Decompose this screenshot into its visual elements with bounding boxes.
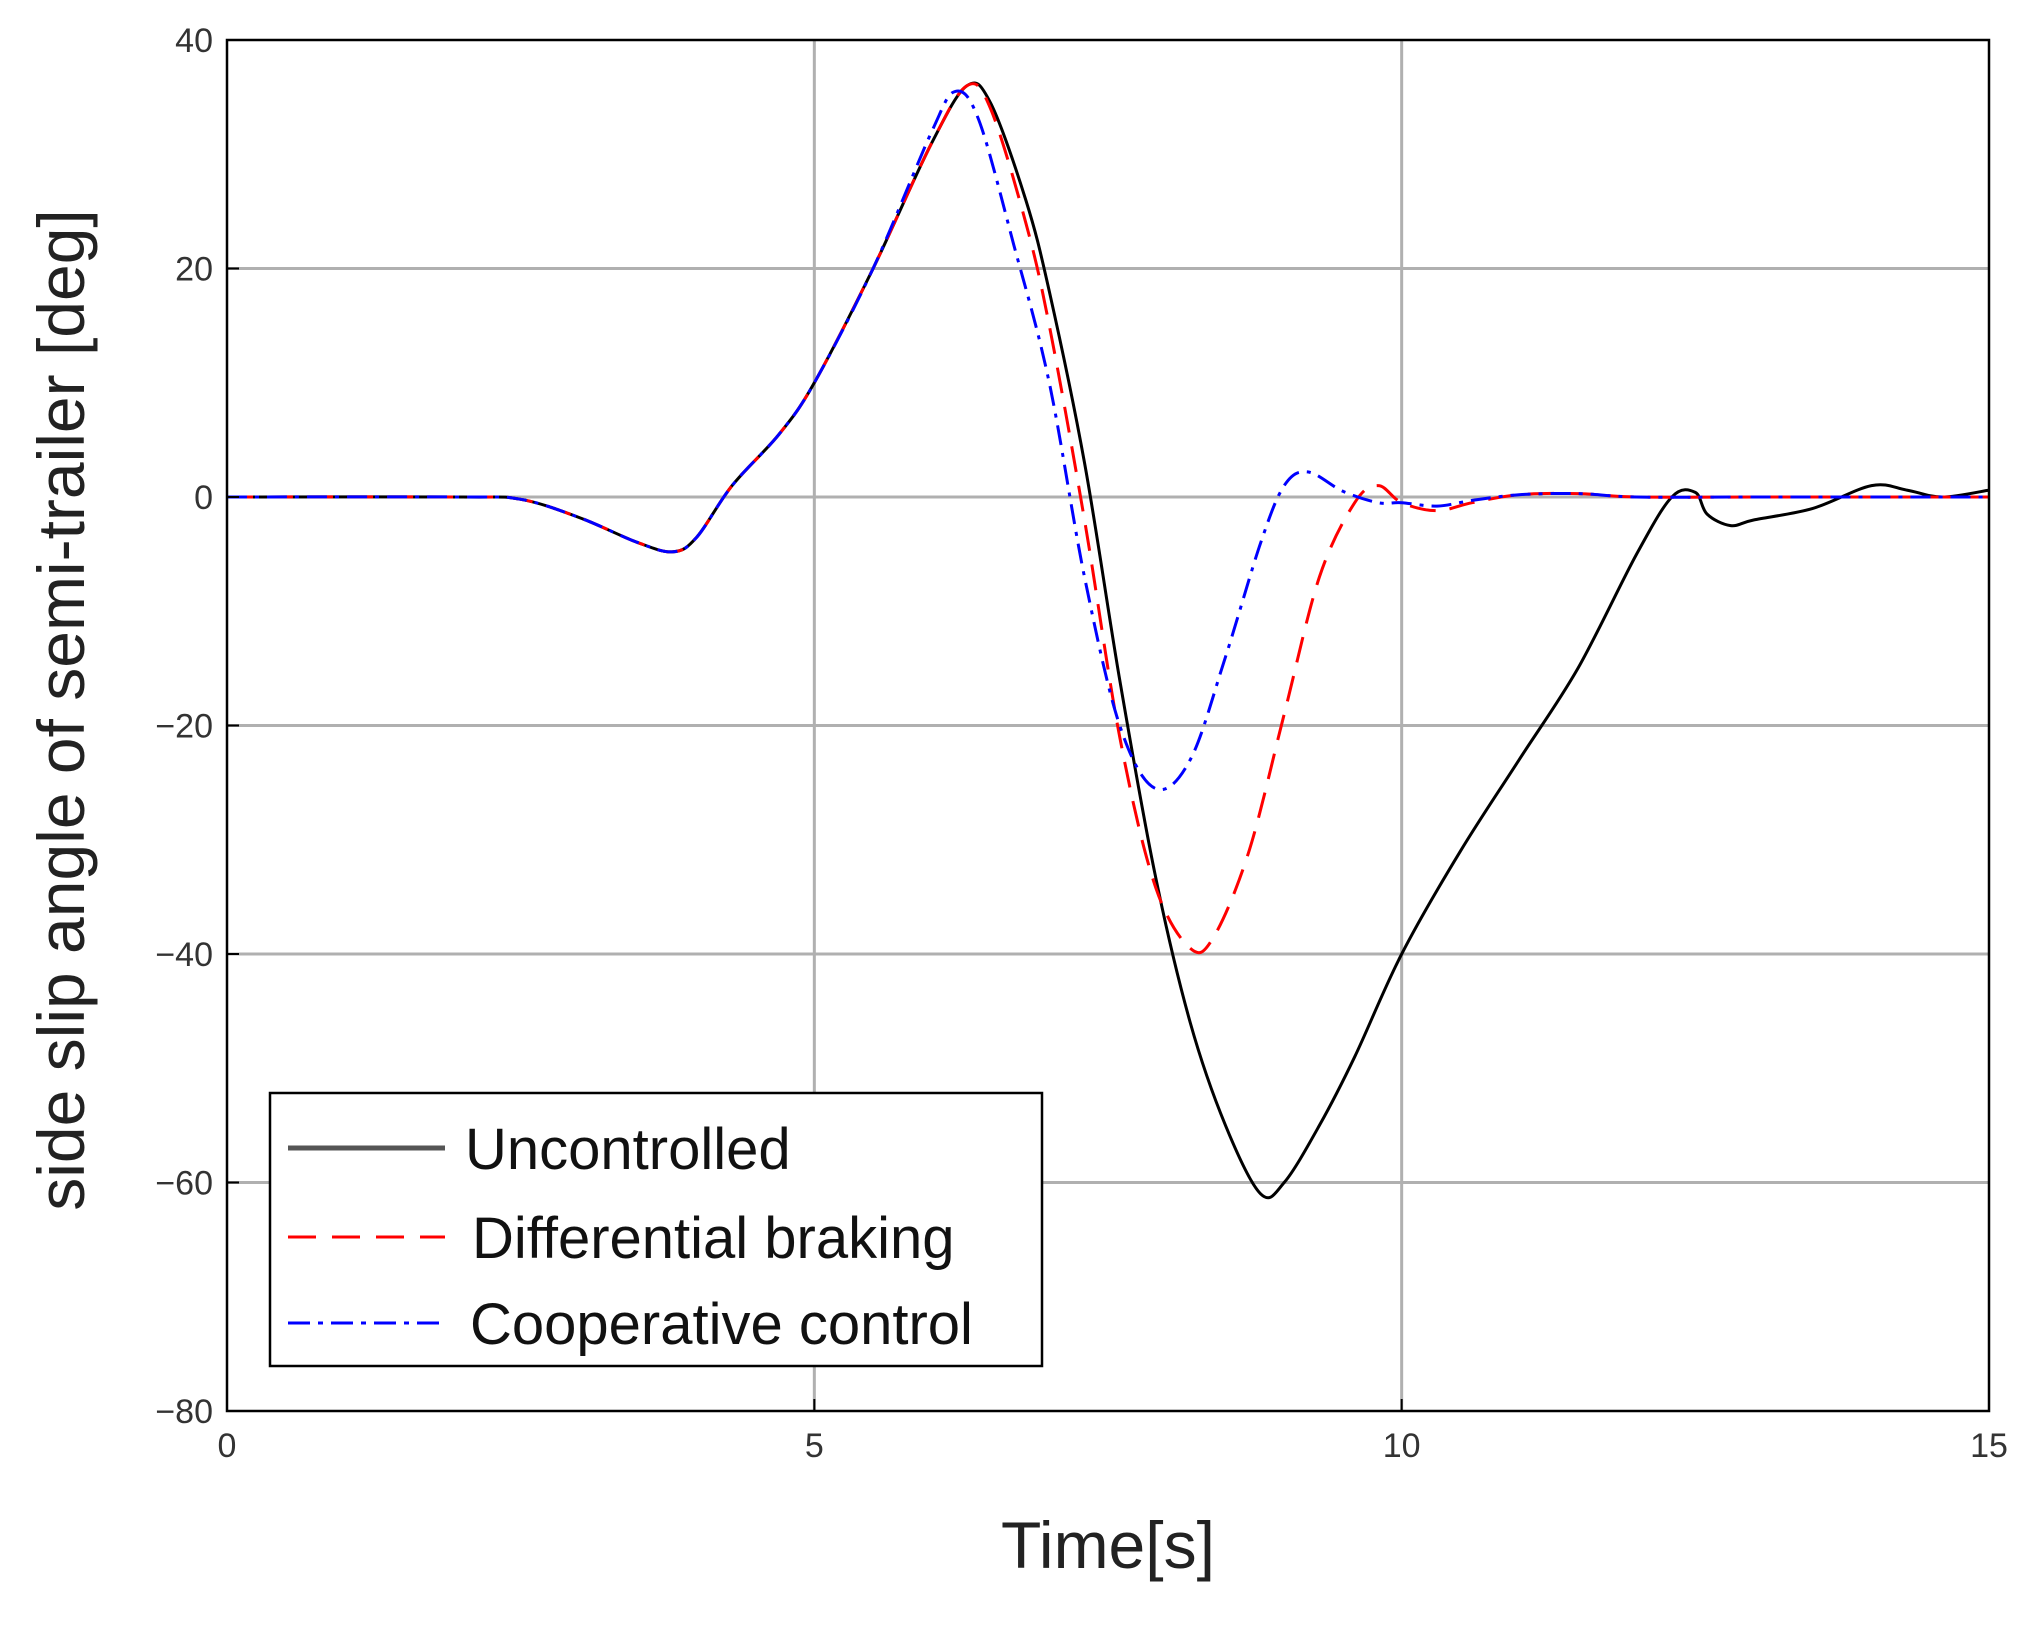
x-axis-title: Time[s]: [1001, 1508, 1215, 1582]
x-tick-label: 15: [1970, 1427, 2008, 1465]
x-tick-label: 0: [218, 1427, 237, 1465]
series-layer: [226, 81, 1990, 1200]
y-tick-label: −20: [155, 708, 213, 746]
x-tick-label: 10: [1383, 1427, 1421, 1465]
legend: Uncontrolled Differential braking Cooper…: [268, 1091, 1044, 1368]
y-tick-label: −40: [155, 936, 213, 974]
y-tick-label: 20: [175, 251, 213, 289]
legend-label-uncontrolled: Uncontrolled: [465, 1117, 791, 1182]
y-axis-title: side slip angle of semi-trailer [deg]: [24, 209, 98, 1210]
x-tick-label: 5: [805, 1427, 824, 1465]
series-line-cooperative-control: [226, 89, 1990, 792]
y-tick-label: −80: [155, 1393, 213, 1431]
y-tick-label: 40: [175, 22, 213, 60]
y-tick-label: −60: [155, 1165, 213, 1203]
ticks: 0 5 10 15 40 20 0 −20 −40 −60 −80: [155, 22, 2008, 1465]
legend-box: [268, 1091, 1044, 1368]
legend-label-differential-braking: Differential braking: [472, 1206, 955, 1271]
legend-label-cooperative-control: Cooperative control: [470, 1292, 973, 1357]
y-tick-label: 0: [194, 479, 213, 517]
